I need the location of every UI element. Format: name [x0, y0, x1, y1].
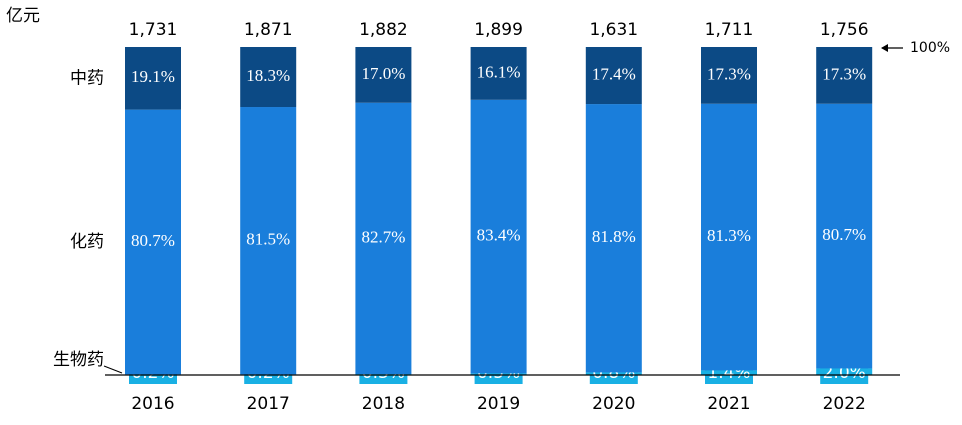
annotation: 100% — [910, 40, 950, 56]
value-label: 16.1% — [477, 62, 521, 81]
bar-segment — [585, 47, 642, 105]
y-axis-unit: 亿元 — [6, 6, 40, 26]
value-label: 81.3% — [707, 226, 751, 245]
value-label: 19.1% — [131, 67, 175, 86]
x-tick-label: 2016 — [131, 394, 174, 414]
value-label: 17.0% — [361, 64, 405, 83]
x-tick-label: 2021 — [707, 394, 750, 414]
value-label: 17.3% — [707, 64, 751, 83]
annotation-arrowhead — [881, 44, 888, 52]
bar-segment — [125, 109, 181, 375]
series-label-leader — [103, 365, 123, 374]
value-label: 81.5% — [246, 230, 290, 249]
value-label: 17.4% — [592, 64, 636, 83]
bar-segment — [816, 47, 873, 104]
total-label: 1,711 — [705, 20, 754, 40]
x-tick-label: 2019 — [477, 394, 520, 414]
bar-segment — [816, 103, 873, 369]
total-label: 1,631 — [589, 20, 638, 40]
series-label: 化药 — [70, 232, 104, 252]
bar-segment — [355, 47, 412, 103]
x-tick-label: 2017 — [247, 394, 290, 414]
total-label: 1,871 — [244, 20, 293, 40]
total-label: 1,882 — [359, 20, 408, 40]
bar-segment — [470, 47, 527, 100]
series-label: 中药 — [70, 68, 104, 88]
total-label: 1,731 — [129, 20, 178, 40]
total-label: 1,899 — [474, 20, 523, 40]
bar-segment — [470, 99, 527, 374]
x-tick-label: 2020 — [592, 394, 635, 414]
bar-segment — [355, 102, 412, 375]
series-label: 生物药 — [53, 350, 104, 370]
value-label: 82.7% — [361, 227, 405, 246]
bar-segment — [585, 104, 642, 373]
value-label: 18.3% — [246, 66, 290, 85]
x-tick-label: 2018 — [362, 394, 405, 414]
value-label: 80.7% — [131, 231, 175, 250]
value-label: 17.3% — [822, 64, 866, 83]
value-label: 81.8% — [592, 227, 636, 246]
bar-segment — [240, 107, 297, 375]
bar-segment — [240, 47, 297, 108]
x-tick-label: 2022 — [823, 394, 866, 414]
bar-segment — [125, 47, 181, 110]
bar-segment — [701, 47, 757, 104]
value-label: 80.7% — [822, 225, 866, 244]
bar-segment — [701, 103, 757, 371]
value-label: 83.4% — [477, 225, 521, 244]
total-label: 1,756 — [820, 20, 869, 40]
